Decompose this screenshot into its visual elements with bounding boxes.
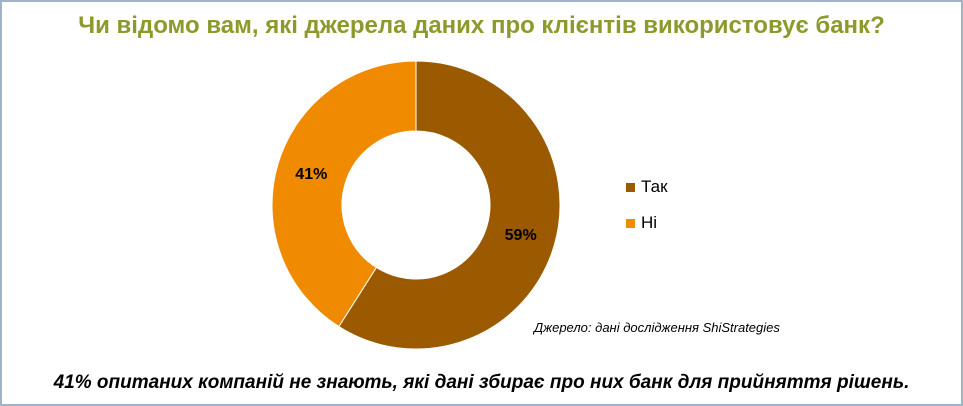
donut-slice-tak — [338, 60, 561, 350]
legend-item-tak: Так — [626, 177, 668, 196]
legend-swatch-tak — [626, 182, 635, 192]
data-label-tak: 59% — [505, 227, 537, 244]
legend-item-ni: Ні — [626, 213, 668, 232]
legend-label-ni: Ні — [641, 213, 658, 232]
data-label-ni: 41% — [295, 166, 327, 183]
legend-label-tak: Так — [641, 177, 668, 196]
legend-swatch-ni — [626, 218, 635, 228]
source-note: Джерело: дані дослідження ShiStrategies — [534, 320, 780, 335]
chart-title: Чи відомо вам, які джерела даних про клі… — [78, 12, 885, 39]
donut-slice-ni — [271, 60, 417, 328]
conclusion-text: 41% опитаних компаній не знають, які дан… — [53, 372, 910, 393]
chart-legend: Так Ні — [626, 177, 668, 250]
